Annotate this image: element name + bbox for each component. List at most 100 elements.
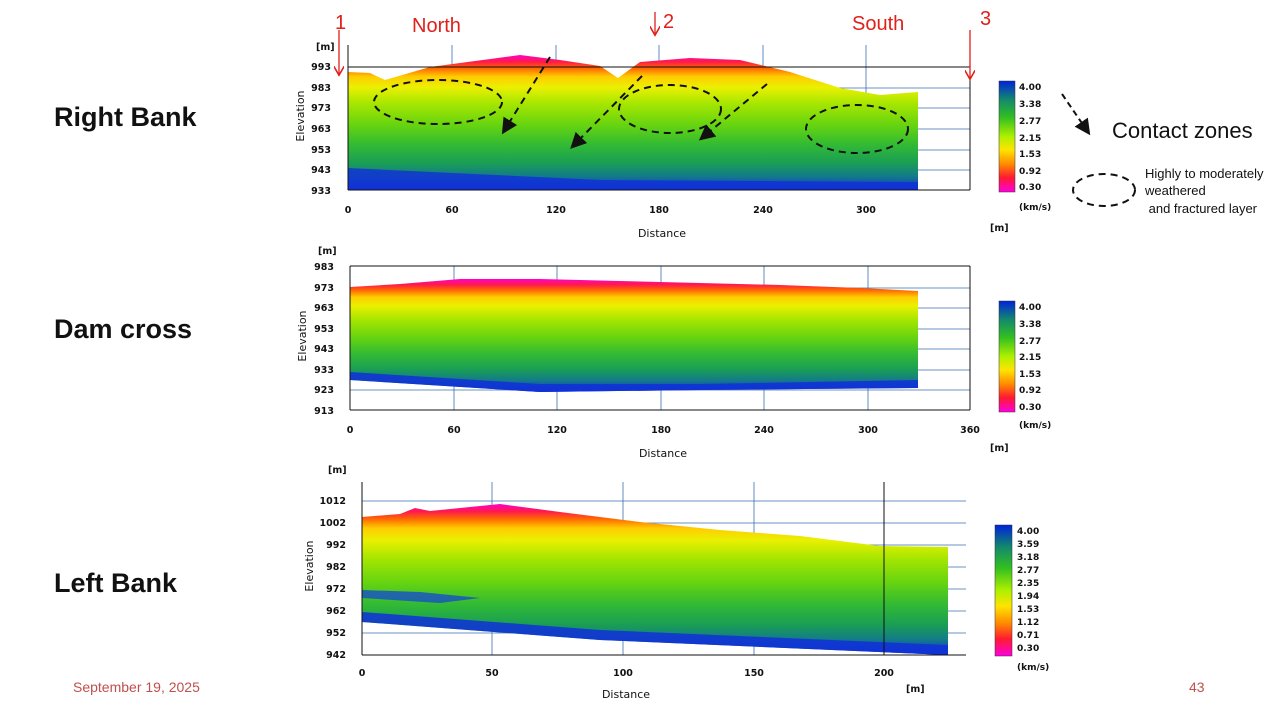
lb-xtick: 0 — [359, 668, 366, 679]
rb-legend-value: 3.38 — [1019, 100, 1041, 110]
lb-xtick: 100 — [613, 668, 633, 679]
dc-ytick: 933 — [314, 365, 334, 376]
dc-xtick: 180 — [651, 425, 671, 436]
rb-ytick: 963 — [311, 124, 331, 135]
lb-ytick: 1012 — [320, 496, 346, 507]
dc-xtick: 240 — [754, 425, 774, 436]
lb-ytick: 952 — [326, 628, 346, 639]
lb-legend-value: 1.12 — [1017, 618, 1039, 628]
lb-legend-value: 1.53 — [1017, 605, 1039, 615]
rb-xtick: 240 — [753, 205, 773, 216]
dc-legend-value: 0.92 — [1019, 386, 1041, 396]
rb-ytick: 943 — [311, 165, 331, 176]
dam-cross-chart: [m] 983 973 963 953 943 933 923 913 0 60… — [296, 246, 1051, 460]
rb-ylabel: Elevation — [294, 90, 307, 141]
weathered-zone-ellipse — [618, 84, 722, 134]
dc-xtick: 300 — [858, 425, 878, 436]
lb-legend-value: 3.59 — [1017, 540, 1039, 550]
dc-legend-value: 2.15 — [1019, 353, 1041, 363]
dc-legend-value: 1.53 — [1019, 370, 1041, 380]
annotation-legend: Contact zones Highly to moderately weath… — [1061, 93, 1264, 216]
lb-ytick: 982 — [326, 562, 346, 573]
rb-xtick: 180 — [649, 205, 669, 216]
weathered-legend-ellipse — [1072, 173, 1136, 207]
rb-xunit: [m] — [990, 223, 1009, 234]
dc-ytick: 943 — [314, 344, 334, 355]
rb-legend-unit: (km/s) — [1019, 203, 1051, 213]
right-bank-chart: [m] 993 983 973 963 953 943 933 0 60 120… — [294, 12, 1051, 240]
dc-ytick: 983 — [314, 262, 334, 273]
contact-zones-text: Contact zones — [1112, 118, 1253, 143]
rb-xtick: 0 — [345, 205, 352, 216]
lb-ytick: 962 — [326, 606, 346, 617]
dc-ytick: 973 — [314, 283, 334, 294]
rb-xtick: 60 — [445, 205, 459, 216]
dc-xtick: 360 — [960, 425, 980, 436]
marker-1: 1 — [335, 12, 347, 34]
weathered-zone-ellipse — [373, 79, 503, 125]
rb-ytick: 993 — [311, 62, 331, 73]
lb-legend-value: 2.77 — [1017, 566, 1039, 576]
rb-yunit: [m] — [316, 42, 335, 53]
rb-legend-value: 1.53 — [1019, 150, 1041, 160]
rb-legend-value: 2.77 — [1019, 117, 1041, 127]
marker-2: 2 — [663, 11, 675, 33]
lb-ytick: 1002 — [320, 518, 346, 529]
lb-xtick: 50 — [485, 668, 499, 679]
lb-legend-value: 0.71 — [1017, 631, 1039, 641]
rb-ytick: 983 — [311, 83, 331, 94]
contact-zone-arrow — [570, 75, 643, 149]
label-left-bank: Left Bank — [54, 568, 178, 598]
rb-xtick: 300 — [856, 205, 876, 216]
rb-legend-colorbar — [998, 80, 1016, 193]
lb-ytick: 992 — [326, 540, 346, 551]
rb-legend-value: 0.30 — [1019, 183, 1041, 193]
dc-ylabel: Elevation — [296, 310, 309, 361]
weathered-text-line3: and fractured layer — [1145, 201, 1258, 216]
dc-legend-value: 4.00 — [1019, 303, 1041, 313]
rb-legend-value: 4.00 — [1019, 83, 1041, 93]
label-dam-cross: Dam cross — [54, 314, 193, 344]
dc-legend-value: 0.30 — [1019, 403, 1041, 413]
dc-yunit: [m] — [318, 246, 337, 257]
rb-ytick: 953 — [311, 145, 331, 156]
label-right-bank: Right Bank — [54, 102, 197, 132]
footer-date: September 19, 2025 — [73, 679, 200, 695]
dc-legend-unit: (km/s) — [1019, 421, 1051, 431]
lb-legend-value: 3.18 — [1017, 553, 1039, 563]
dc-legend-value: 2.77 — [1019, 337, 1041, 347]
lb-yunit: [m] — [328, 465, 347, 476]
dc-ytick: 953 — [314, 324, 334, 335]
weathered-zone-ellipse — [805, 104, 909, 154]
lb-ytick: 972 — [326, 584, 346, 595]
lb-legend-value: 4.00 — [1017, 527, 1039, 537]
lb-legend-value: 2.35 — [1017, 579, 1039, 589]
dc-xtick: 120 — [547, 425, 567, 436]
rb-xtick: 120 — [546, 205, 566, 216]
lb-xtick: 150 — [744, 668, 764, 679]
dc-legend-value: 3.38 — [1019, 320, 1041, 330]
rb-legend-value: 2.15 — [1019, 134, 1041, 144]
south-label: South — [852, 13, 905, 35]
weathered-text-line1: Highly to moderately — [1145, 166, 1264, 181]
lb-xtick: 200 — [874, 668, 894, 679]
dc-xlabel: Distance — [639, 447, 687, 460]
lb-ytick: 942 — [326, 650, 346, 661]
left-bank-chart: [m] 1012 1002 992 982 972 962 952 942 0 … — [303, 465, 1049, 701]
dc-xtick: 0 — [347, 425, 354, 436]
lb-legend-value: 0.30 — [1017, 644, 1039, 654]
contact-zone-arrow — [698, 83, 768, 141]
contact-zone-legend-arrow — [1061, 93, 1091, 136]
dc-ytick: 923 — [314, 385, 334, 396]
contact-zone-arrow — [501, 56, 551, 135]
page-number: 43 — [1189, 679, 1205, 695]
dc-ytick: 963 — [314, 303, 334, 314]
rb-ytick: 933 — [311, 186, 331, 197]
dc-xunit: [m] — [990, 443, 1009, 454]
lb-xunit: [m] — [906, 684, 925, 695]
north-label: North — [412, 15, 461, 37]
marker-3: 3 — [980, 8, 992, 30]
dc-ytick: 913 — [314, 406, 334, 417]
lb-legend-colorbar — [994, 524, 1013, 657]
